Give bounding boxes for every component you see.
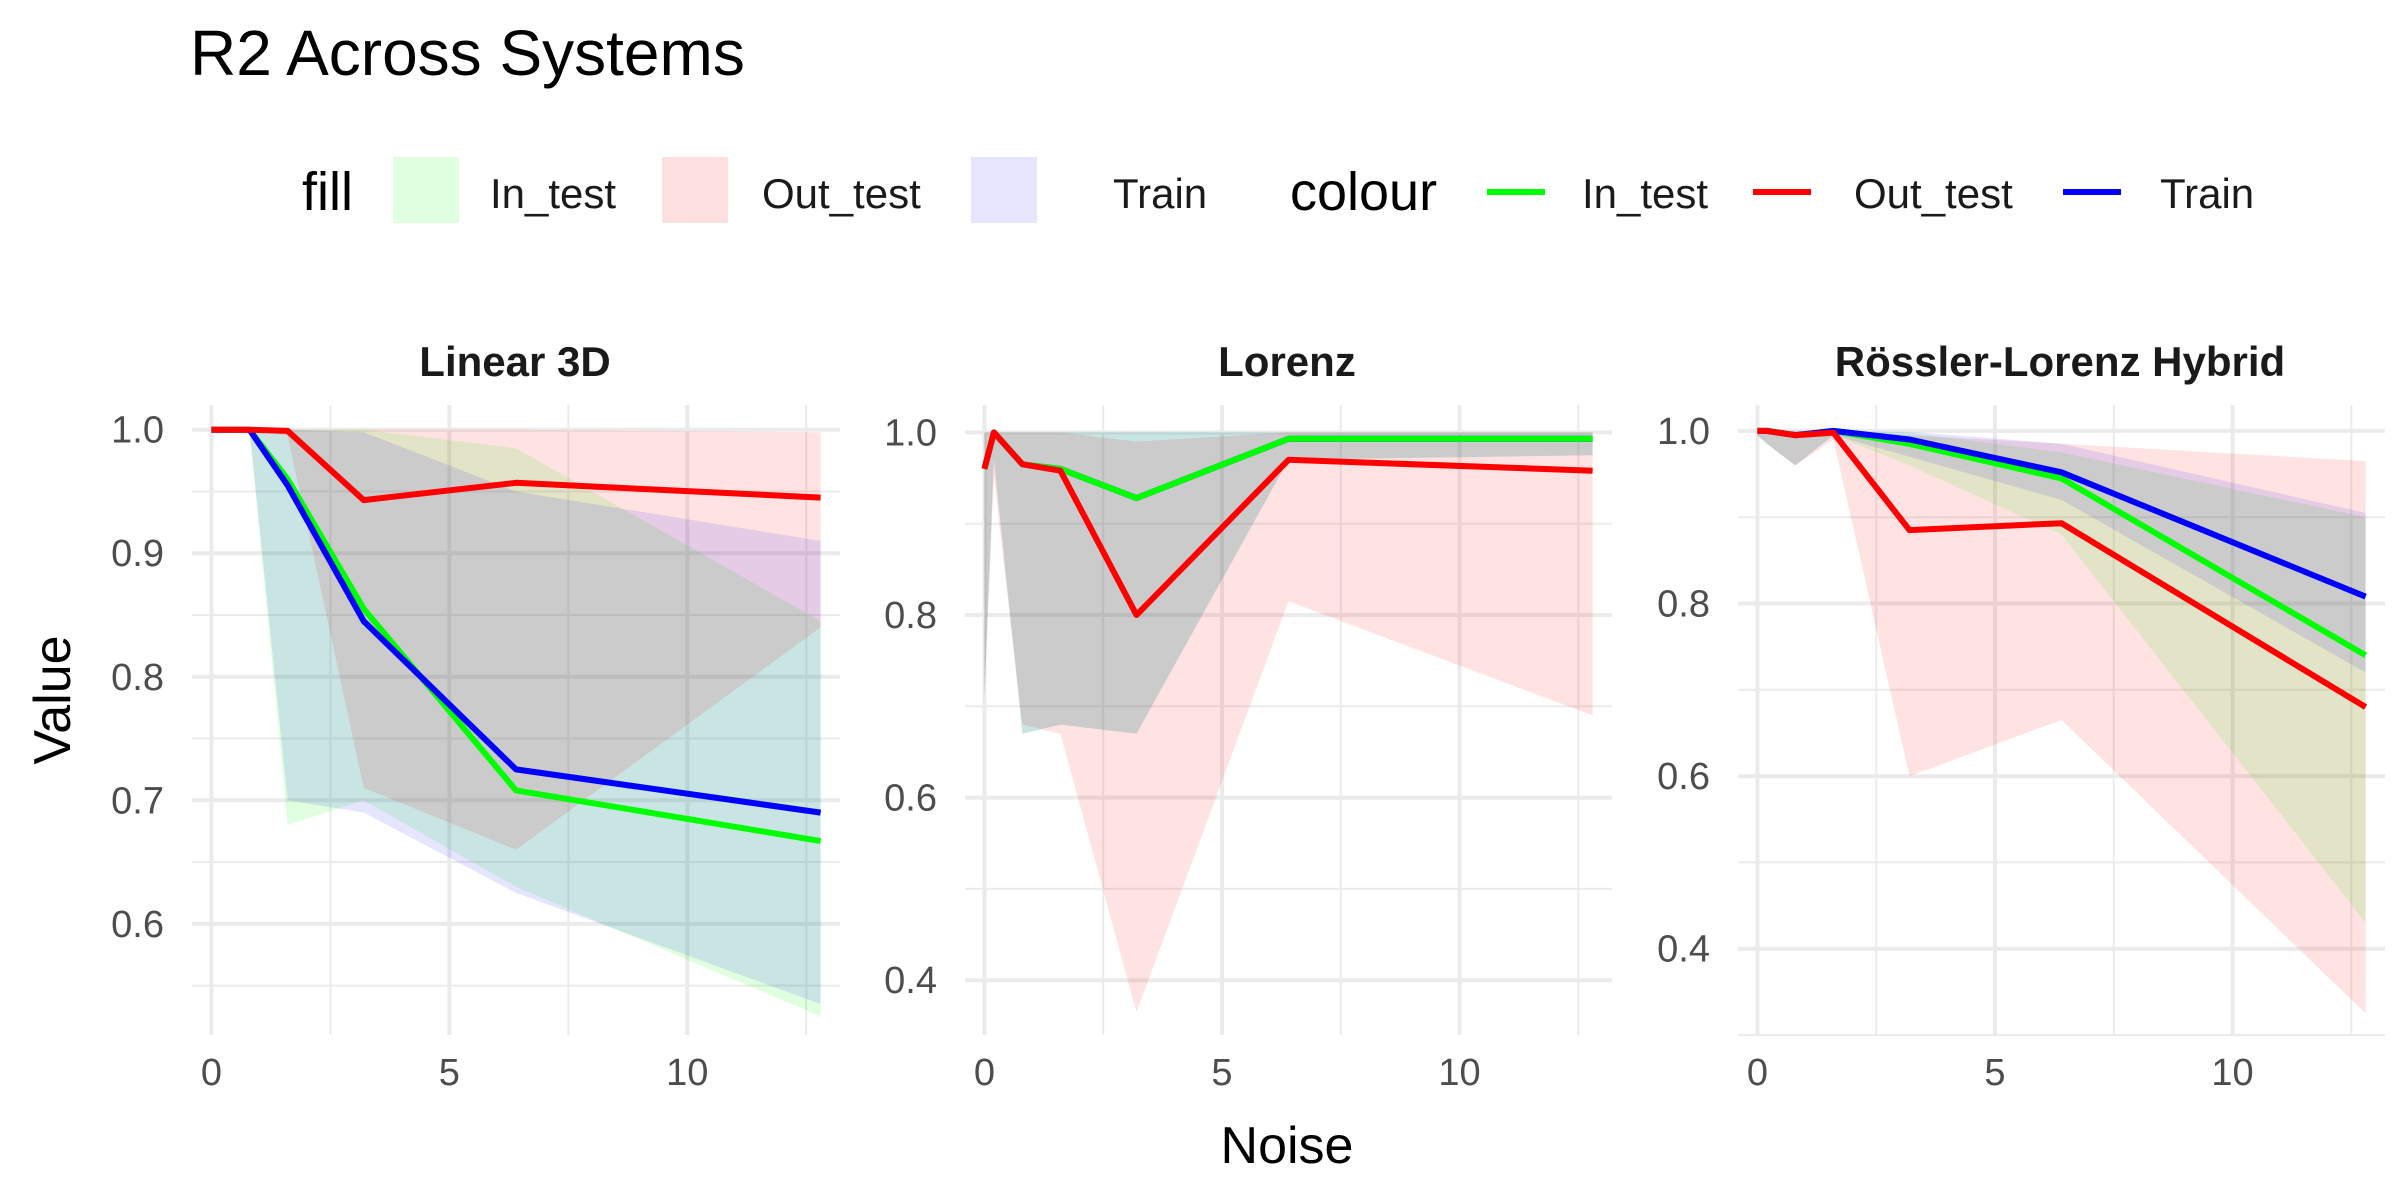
panel-tick-labels: 0 5 10 0.6 0.7 0.8 0.9 1.0 bbox=[111, 410, 708, 1094]
legend-fill-title: fill bbox=[302, 162, 353, 222]
y-tick-label: 0.8 bbox=[884, 595, 937, 637]
ribbon-in-test bbox=[1757, 430, 2366, 923]
panel-tick-labels: 0 5 10 0.4 0.6 0.8 1.0 bbox=[1657, 411, 2254, 1094]
panel-ribbons bbox=[1757, 430, 2366, 1014]
legend-fill-label-train: Train bbox=[1113, 170, 1207, 217]
y-tick-label: 1.0 bbox=[1657, 411, 1710, 453]
panel-title-rossler-lorenz-hybrid: Rössler-Lorenz Hybrid bbox=[1835, 338, 2285, 385]
panel-lorenz: Lorenz 0 5 10 0.4 0.6 0.8 1.0 bbox=[884, 338, 1612, 1094]
y-tick-label: 0.8 bbox=[1657, 583, 1710, 625]
panel-ribbons bbox=[984, 432, 1593, 1013]
ribbon-out-test bbox=[984, 432, 1593, 1013]
legend: fill In_test Out_test Train colour In_te… bbox=[302, 157, 2254, 223]
ribbon-in-test bbox=[211, 429, 821, 1017]
legend-colour-title: colour bbox=[1290, 162, 1437, 222]
x-tick-label: 5 bbox=[1211, 1052, 1232, 1094]
y-axis-title: Value bbox=[24, 635, 82, 764]
panel-lines bbox=[981, 429, 1593, 618]
y-tick-label: 0.8 bbox=[111, 657, 164, 699]
legend-colour-item-in-test: In_test bbox=[1487, 170, 1708, 217]
x-tick-label: 10 bbox=[1438, 1052, 1480, 1094]
y-tick-label: 0.7 bbox=[111, 780, 164, 822]
ribbon-train bbox=[211, 429, 821, 1005]
legend-colour-item-out-test: Out_test bbox=[1753, 170, 2013, 217]
panel-rossler-lorenz-hybrid: Rössler-Lorenz Hybrid 0 5 10 0.4 0.6 0.8 1.0 bbox=[1657, 338, 2385, 1094]
panel-grid bbox=[965, 405, 1612, 1035]
panel-linear-3d: Linear 3D 0 5 10 0.6 0.7 0.8 0.9 1.0 bbox=[111, 338, 840, 1094]
x-tick-label: 5 bbox=[1984, 1052, 2005, 1094]
ribbon-out-test bbox=[211, 429, 821, 850]
legend-colour-label-train: Train bbox=[2160, 170, 2254, 217]
legend-fill-swatch-out-test bbox=[662, 157, 728, 223]
x-tick-label: 10 bbox=[2211, 1052, 2253, 1094]
y-tick-label: 1.0 bbox=[884, 412, 937, 454]
x-tick-label: 5 bbox=[439, 1052, 460, 1094]
y-tick-label: 0.4 bbox=[884, 960, 937, 1002]
panel-grid bbox=[1738, 405, 2385, 1036]
panel-lines bbox=[211, 426, 822, 845]
panel-title-lorenz: Lorenz bbox=[1218, 338, 1356, 385]
legend-fill-swatch-in-test bbox=[393, 157, 459, 223]
panel-grid bbox=[192, 405, 840, 1035]
legend-fill-label-out-test: Out_test bbox=[762, 170, 921, 217]
x-tick-label: 10 bbox=[666, 1052, 708, 1094]
legend-fill-item-in-test: In_test bbox=[393, 157, 616, 223]
y-tick-label: 0.4 bbox=[1657, 929, 1710, 971]
legend-fill-label-in-test: In_test bbox=[490, 170, 616, 217]
panel-ribbons bbox=[211, 429, 821, 1017]
x-tick-label: 0 bbox=[201, 1052, 222, 1094]
legend-colour-label-out-test: Out_test bbox=[1854, 170, 2013, 217]
x-tick-label: 0 bbox=[1747, 1052, 1768, 1094]
y-tick-label: 0.6 bbox=[111, 904, 164, 946]
panel-tick-labels: 0 5 10 0.4 0.6 0.8 1.0 bbox=[884, 412, 1481, 1094]
chart-title: R2 Across Systems bbox=[190, 17, 745, 89]
legend-colour-label-in-test: In_test bbox=[1582, 170, 1708, 217]
series-line-out-test bbox=[211, 426, 821, 504]
legend-fill-swatch-train bbox=[971, 157, 1037, 223]
y-tick-label: 0.6 bbox=[884, 778, 937, 820]
legend-colour-item-train: Train bbox=[2063, 170, 2254, 217]
ribbon-train bbox=[1757, 430, 2366, 673]
panel-title-linear-3d: Linear 3D bbox=[419, 338, 610, 385]
legend-fill-item-out-test: Out_test bbox=[662, 157, 921, 223]
x-axis-title: Noise bbox=[1221, 1117, 1354, 1175]
y-tick-label: 0.9 bbox=[111, 533, 164, 575]
panel-lines bbox=[1757, 427, 2368, 710]
y-tick-label: 0.6 bbox=[1657, 756, 1710, 798]
x-tick-label: 0 bbox=[974, 1052, 995, 1094]
ribbon-in-test bbox=[984, 432, 1593, 734]
series-line-out-test bbox=[1757, 427, 2368, 710]
legend-fill-item-train: Train bbox=[971, 157, 1207, 223]
ribbon-train bbox=[984, 432, 1593, 734]
series-line-out-test bbox=[981, 429, 1593, 618]
y-tick-label: 1.0 bbox=[111, 410, 164, 452]
ribbon-out-test bbox=[1757, 430, 2366, 1014]
